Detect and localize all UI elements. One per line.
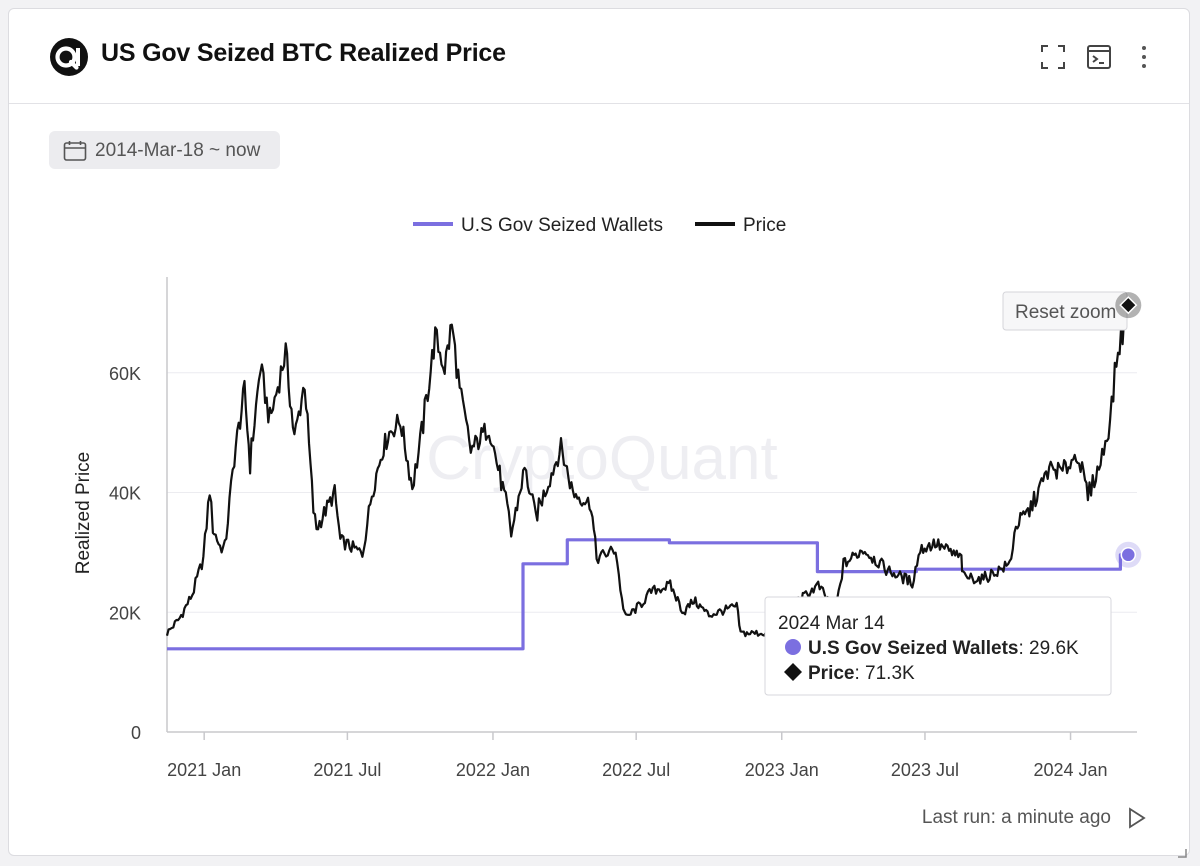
last-run-text: Last run: a minute ago bbox=[921, 807, 1111, 828]
tooltip-marker-seized bbox=[785, 639, 801, 655]
reset-zoom-button[interactable]: Reset zoom bbox=[1002, 291, 1128, 331]
y-tick-label: 60K bbox=[109, 364, 141, 384]
series-line-seized[interactable] bbox=[167, 538, 1129, 651]
y-tick-label: 0 bbox=[131, 723, 141, 743]
resize-handle-icon[interactable] bbox=[1177, 845, 1187, 858]
y-axis-title: Realized Price bbox=[73, 452, 94, 575]
series-line-price[interactable] bbox=[165, 304, 1130, 638]
reset-zoom-label: Reset zoom bbox=[1015, 302, 1116, 323]
x-tick-label: 2022 Jan bbox=[456, 760, 530, 780]
more-vertical-icon[interactable] bbox=[1130, 43, 1158, 71]
play-icon[interactable] bbox=[1125, 806, 1149, 830]
tooltip-box bbox=[764, 596, 1112, 696]
legend-item-price[interactable]: Price bbox=[695, 215, 786, 236]
chart: CryptoQuant U.S Gov Seized Wallets Price… bbox=[73, 215, 1142, 780]
legend: U.S Gov Seized Wallets Price bbox=[413, 215, 786, 236]
highlight-point-seized[interactable] bbox=[1120, 547, 1137, 563]
tooltip: 2024 Mar 14 U.S Gov Seized Wallets: 29.6K… bbox=[764, 596, 1112, 696]
y-tick-label: 20K bbox=[109, 603, 141, 623]
x-tick-label: 2023 Jan bbox=[745, 760, 819, 780]
x-tick-label: 2021 Jan bbox=[167, 760, 241, 780]
chart-card: US Gov Seized BTC Realized Price 2014- bbox=[8, 8, 1190, 858]
x-tick-label: 2024 Jan bbox=[1034, 760, 1108, 780]
date-range-picker[interactable]: 2014-Mar-18 ~ now bbox=[49, 131, 280, 169]
tooltip-marker-price bbox=[784, 663, 802, 681]
cryptoquant-logo bbox=[50, 38, 88, 76]
x-tick-label: 2022 Jul bbox=[602, 760, 670, 780]
legend-label-seized: U.S Gov Seized Wallets bbox=[461, 215, 663, 236]
chart-title: US Gov Seized BTC Realized Price bbox=[101, 39, 506, 67]
x-tick-label: 2023 Jul bbox=[891, 760, 959, 780]
legend-item-seized[interactable]: U.S Gov Seized Wallets bbox=[413, 215, 663, 236]
highlight-point-price[interactable] bbox=[1119, 296, 1138, 315]
tooltip-date: 2024 Mar 14 bbox=[778, 613, 885, 634]
calendar-icon bbox=[63, 141, 87, 161]
y-tick-label: 40K bbox=[109, 484, 141, 504]
tooltip-row-price: Price: 71.3K bbox=[808, 663, 915, 684]
watermark: CryptoQuant bbox=[426, 424, 778, 493]
x-tick-label: 2021 Jul bbox=[313, 760, 381, 780]
date-range-label: 2014-Mar-18 ~ now bbox=[95, 140, 261, 161]
card-header: US Gov Seized BTC Realized Price bbox=[9, 9, 1189, 104]
legend-label-price: Price bbox=[743, 215, 786, 236]
terminal-icon[interactable] bbox=[1085, 43, 1113, 71]
tooltip-row-seized: U.S Gov Seized Wallets: 29.6K bbox=[808, 638, 1079, 659]
fullscreen-icon[interactable] bbox=[1039, 43, 1067, 71]
